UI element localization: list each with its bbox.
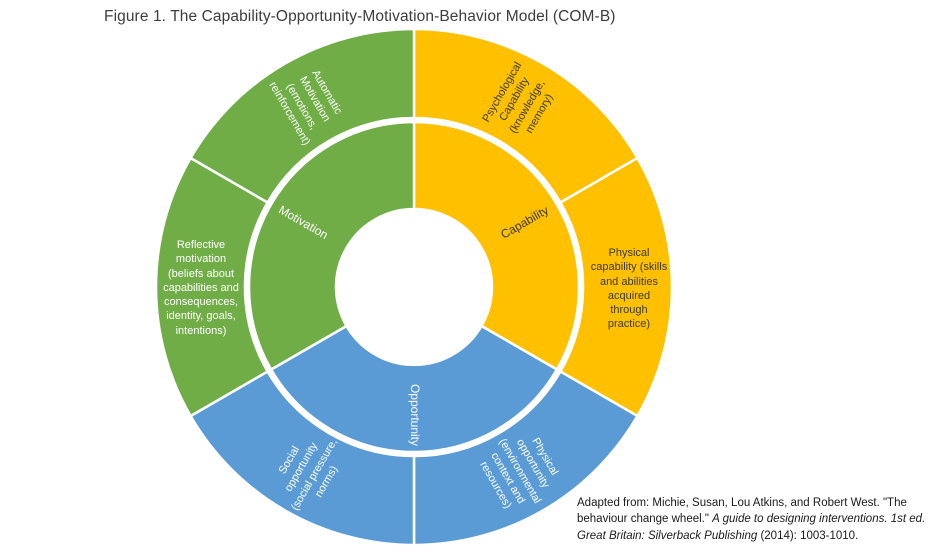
citation-plain-2: (2014): 1003-1010. (757, 529, 859, 542)
wedge-automatic-motivation (189, 27, 416, 204)
wedge-opportunity (269, 324, 559, 454)
figure-title: Figure 1. The Capability-Opportunity-Mot… (104, 8, 616, 25)
citation-italic: A guide to designing interventions. 1st … (577, 513, 926, 542)
citation-plain-1: Adapted from: Michie, Susan, Lou Atkins,… (577, 497, 907, 526)
wedge-motivation (247, 120, 416, 371)
wedge-capability (412, 120, 581, 371)
source-citation: Adapted from: Michie, Susan, Lou Atkins,… (577, 495, 934, 544)
